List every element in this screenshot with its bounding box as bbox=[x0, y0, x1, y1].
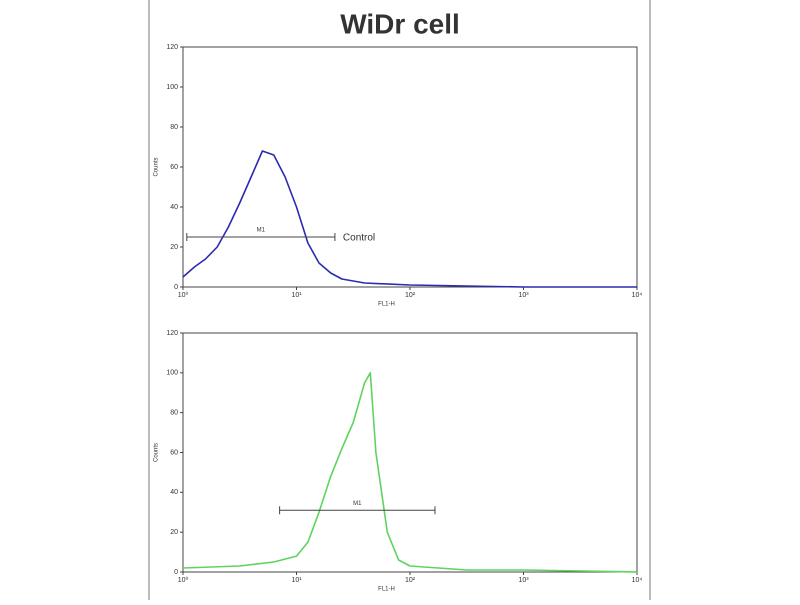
y-tick-label: 80 bbox=[170, 124, 178, 131]
y-tick-label: 100 bbox=[166, 84, 178, 91]
histogram-line bbox=[182, 372, 638, 573]
y-tick-label: 60 bbox=[170, 164, 178, 171]
x-tick-label: 10² bbox=[405, 577, 416, 584]
y-tick-label: 20 bbox=[170, 529, 178, 536]
x-tick-label: 10² bbox=[405, 292, 416, 299]
y-tick-label: 120 bbox=[166, 330, 178, 337]
y-axis-label: Counts bbox=[154, 443, 160, 462]
y-tick-label: 40 bbox=[170, 204, 178, 211]
chart-title: WiDr cell bbox=[340, 8, 460, 39]
gate-label: M1 bbox=[353, 501, 362, 507]
y-tick-label: 120 bbox=[166, 44, 178, 51]
y-tick-label: 60 bbox=[170, 449, 178, 456]
x-axis-label: FL1-H bbox=[378, 587, 395, 593]
x-tick-label: 10⁴ bbox=[632, 292, 643, 299]
y-tick-label: 100 bbox=[166, 370, 178, 377]
x-axis-label: FL1-H bbox=[378, 302, 395, 308]
y-tick-label: 0 bbox=[174, 569, 178, 576]
gate-annotation: Control bbox=[343, 233, 375, 244]
y-tick-label: 0 bbox=[174, 284, 178, 291]
x-tick-label: 10¹ bbox=[291, 577, 302, 584]
x-tick-label: 10⁰ bbox=[178, 576, 189, 584]
x-tick-label: 10¹ bbox=[291, 292, 302, 299]
x-tick-label: 10⁴ bbox=[632, 577, 643, 584]
y-tick-label: 40 bbox=[170, 489, 178, 496]
y-axis-label: Counts bbox=[154, 157, 160, 176]
histogram-line bbox=[182, 150, 637, 288]
gate-label: M1 bbox=[257, 228, 266, 234]
y-tick-label: 20 bbox=[170, 244, 178, 251]
x-tick-label: 10³ bbox=[518, 577, 529, 584]
x-tick-label: 10⁰ bbox=[178, 291, 189, 299]
x-tick-label: 10³ bbox=[518, 292, 529, 299]
y-tick-label: 80 bbox=[170, 410, 178, 417]
